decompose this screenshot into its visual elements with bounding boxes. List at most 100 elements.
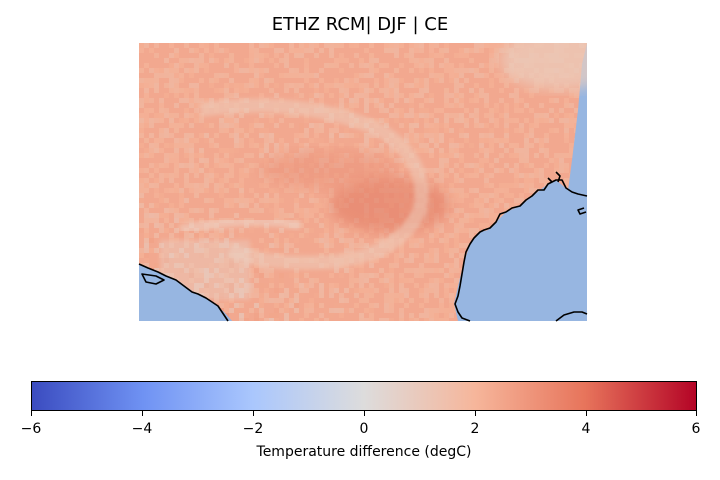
field-cell xyxy=(229,58,234,63)
field-cell xyxy=(364,318,369,321)
field-cell xyxy=(394,258,399,263)
field-cell xyxy=(574,93,579,98)
field-cell xyxy=(449,213,454,218)
field-cell xyxy=(174,143,179,148)
field-cell xyxy=(229,163,234,168)
field-cell xyxy=(349,238,354,243)
field-cell xyxy=(314,83,319,88)
field-cell xyxy=(224,58,229,63)
field-cell xyxy=(324,143,329,148)
field-cell xyxy=(239,128,244,133)
field-cell xyxy=(184,198,189,203)
colorbar-tick-label: 6 xyxy=(691,421,701,437)
field-cell xyxy=(439,138,444,143)
field-cell xyxy=(439,173,444,178)
field-cell xyxy=(464,163,469,168)
field-cell xyxy=(384,43,389,48)
field-cell xyxy=(429,58,434,63)
field-cell xyxy=(204,48,209,53)
field-cell xyxy=(514,88,519,93)
field-cell xyxy=(284,58,289,63)
field-cell xyxy=(294,208,299,213)
field-cell xyxy=(534,123,539,128)
field-cell xyxy=(139,103,144,108)
field-cell xyxy=(569,148,574,153)
field-cell xyxy=(264,203,269,208)
field-cell xyxy=(409,128,414,133)
field-cell xyxy=(419,268,424,273)
field-cell xyxy=(329,138,334,143)
field-cell xyxy=(264,273,269,278)
field-cell xyxy=(444,283,449,288)
field-cell xyxy=(454,248,459,253)
colorbar-tick-label: −6 xyxy=(20,421,42,437)
field-cell xyxy=(249,63,254,68)
field-cell xyxy=(394,158,399,163)
field-cell xyxy=(494,103,499,108)
field-cell xyxy=(454,103,459,108)
field-cell xyxy=(409,48,414,53)
field-cell xyxy=(329,313,334,318)
field-cell xyxy=(139,83,144,88)
field-cell xyxy=(284,73,289,78)
field-cell xyxy=(369,258,374,263)
field-cell xyxy=(224,93,229,98)
field-cell xyxy=(309,43,314,48)
field-cell xyxy=(394,43,399,48)
field-cell xyxy=(434,78,439,83)
field-cell xyxy=(194,153,199,158)
field-cell xyxy=(294,273,299,278)
field-cell xyxy=(409,108,414,113)
field-cell xyxy=(284,318,289,321)
field-cell xyxy=(244,128,249,133)
field-cell xyxy=(169,133,174,138)
field-cell xyxy=(559,153,564,158)
field-cell xyxy=(174,93,179,98)
field-cell xyxy=(364,143,369,148)
field-cell xyxy=(184,183,189,188)
field-cell xyxy=(474,203,479,208)
field-cell xyxy=(189,48,194,53)
field-cell xyxy=(274,48,279,53)
field-cell xyxy=(209,143,214,148)
field-cell xyxy=(379,148,384,153)
field-cell xyxy=(464,118,469,123)
field-cell xyxy=(529,123,534,128)
field-cell xyxy=(424,143,429,148)
field-cell xyxy=(144,188,149,193)
field-cell xyxy=(399,273,404,278)
field-cell xyxy=(359,298,364,303)
field-cell xyxy=(544,178,549,183)
field-cell xyxy=(349,248,354,253)
field-cell xyxy=(329,283,334,288)
field-cell xyxy=(224,73,229,78)
field-cell xyxy=(259,113,264,118)
field-cell xyxy=(174,113,179,118)
field-cell xyxy=(264,148,269,153)
field-cell xyxy=(444,233,449,238)
field-cell xyxy=(389,283,394,288)
field-cell xyxy=(319,78,324,83)
field-cell xyxy=(384,283,389,288)
field-cell xyxy=(254,303,259,308)
field-cell xyxy=(169,113,174,118)
field-cell xyxy=(319,243,324,248)
field-cell xyxy=(399,283,404,288)
field-cell xyxy=(344,308,349,313)
field-cell xyxy=(454,73,459,78)
field-cell xyxy=(394,253,399,258)
field-cell xyxy=(174,168,179,173)
field-cell xyxy=(434,123,439,128)
field-cell xyxy=(149,153,154,158)
field-cell xyxy=(519,158,524,163)
field-cell xyxy=(314,53,319,58)
field-cell xyxy=(254,293,259,298)
field-cell xyxy=(424,268,429,273)
field-cell xyxy=(234,138,239,143)
field-cell xyxy=(184,173,189,178)
field-cell xyxy=(489,148,494,153)
field-cell xyxy=(259,158,264,163)
field-cell xyxy=(294,68,299,73)
field-cell xyxy=(464,193,469,198)
field-cell xyxy=(489,43,494,48)
